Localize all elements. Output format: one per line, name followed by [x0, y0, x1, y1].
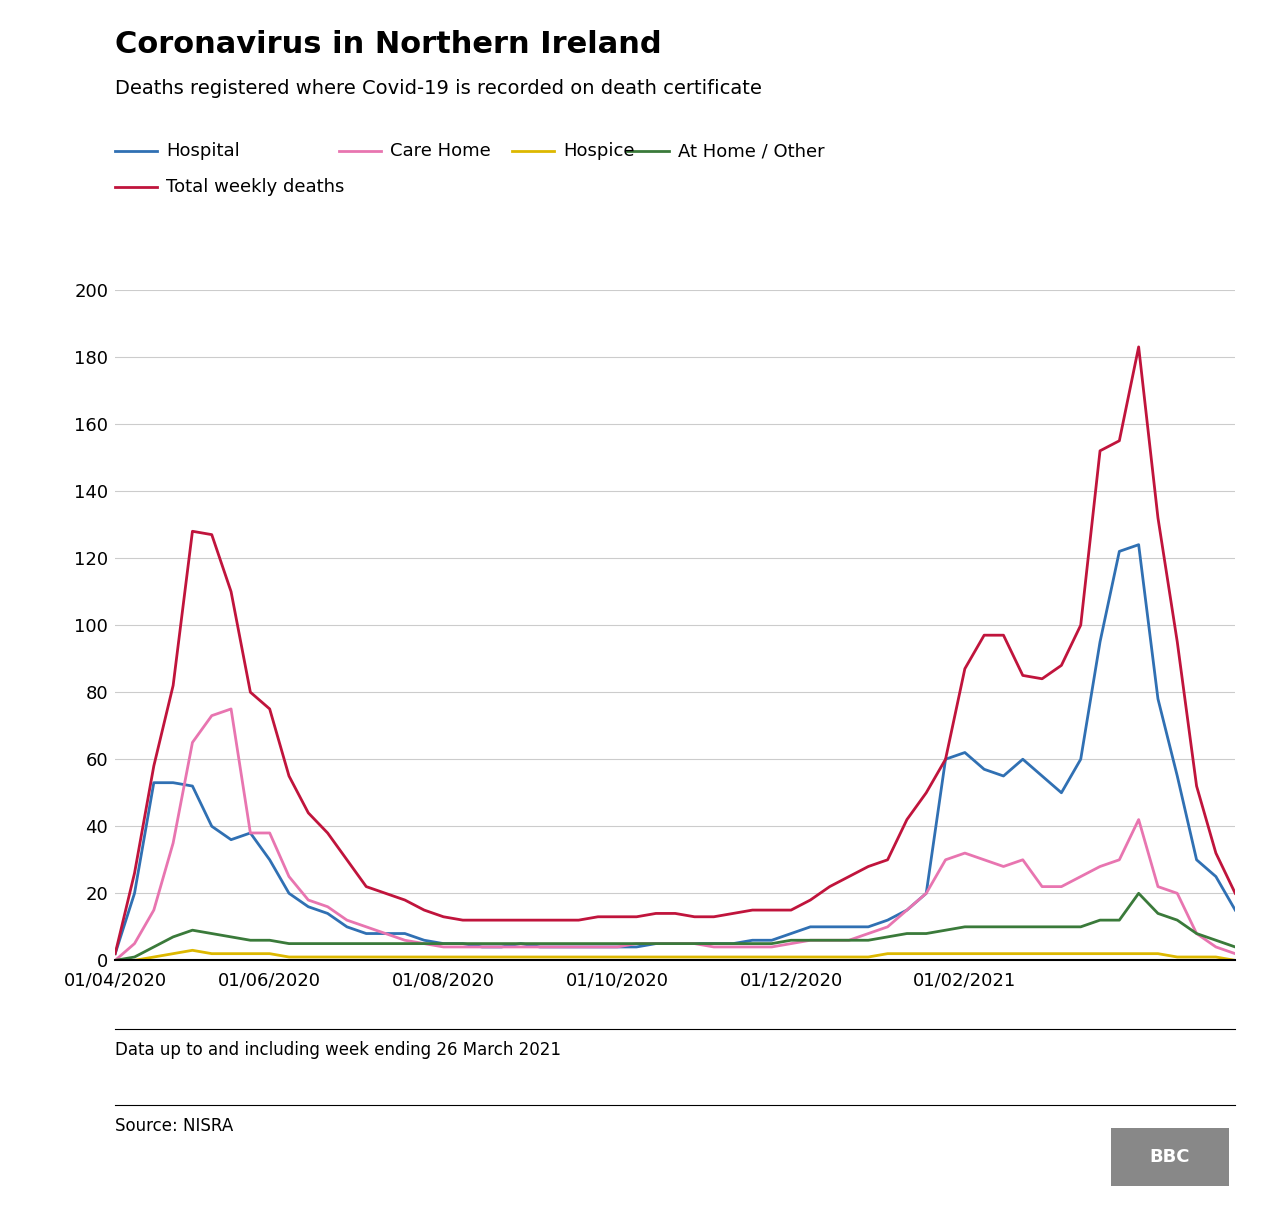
Text: Data up to and including week ending 26 March 2021: Data up to and including week ending 26 …	[115, 1041, 561, 1059]
Text: Hospice: Hospice	[563, 143, 635, 159]
Text: Total weekly deaths: Total weekly deaths	[166, 179, 344, 196]
Text: Care Home: Care Home	[390, 143, 492, 159]
Text: Deaths registered where Covid-19 is recorded on death certificate: Deaths registered where Covid-19 is reco…	[115, 79, 762, 98]
Text: Source: NISRA: Source: NISRA	[115, 1117, 233, 1136]
Text: BBC: BBC	[1149, 1149, 1190, 1166]
Text: Hospital: Hospital	[166, 143, 241, 159]
Text: At Home / Other: At Home / Other	[678, 143, 826, 159]
Text: Coronavirus in Northern Ireland: Coronavirus in Northern Ireland	[115, 30, 662, 59]
